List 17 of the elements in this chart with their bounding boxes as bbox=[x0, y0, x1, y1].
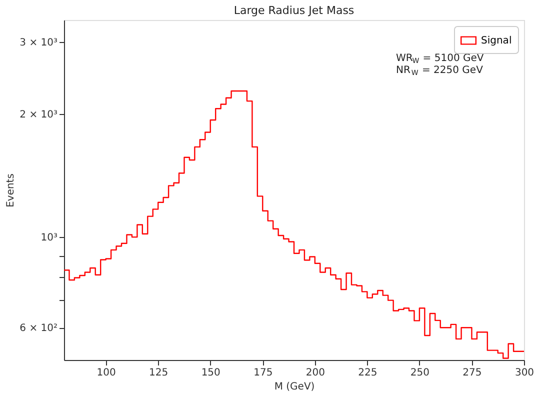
x-tick-label: 275 bbox=[462, 368, 482, 378]
x-axis-title: M (GeV) bbox=[274, 382, 315, 392]
x-tick-label: 175 bbox=[254, 368, 273, 378]
y-axis-title: Events bbox=[6, 174, 17, 208]
x-tick-label: 125 bbox=[149, 368, 168, 378]
x-tick-label: 250 bbox=[410, 368, 430, 378]
x-tick-label: 300 bbox=[514, 368, 534, 378]
x-tick-label: 100 bbox=[96, 368, 116, 378]
x-tick-label: 200 bbox=[306, 368, 325, 378]
legend-label: Signal bbox=[481, 36, 512, 46]
x-tick-label: 150 bbox=[201, 368, 220, 378]
y-tick-label: 6 × 10² bbox=[20, 323, 58, 334]
chart-title: Large Radius Jet Mass bbox=[234, 4, 354, 17]
y-tick-label: 2 × 10³ bbox=[20, 110, 58, 121]
x-tick-label: 225 bbox=[358, 368, 378, 378]
y-tick-label: 10³ bbox=[40, 232, 58, 244]
y-tick-label: 3 × 10³ bbox=[20, 38, 58, 49]
